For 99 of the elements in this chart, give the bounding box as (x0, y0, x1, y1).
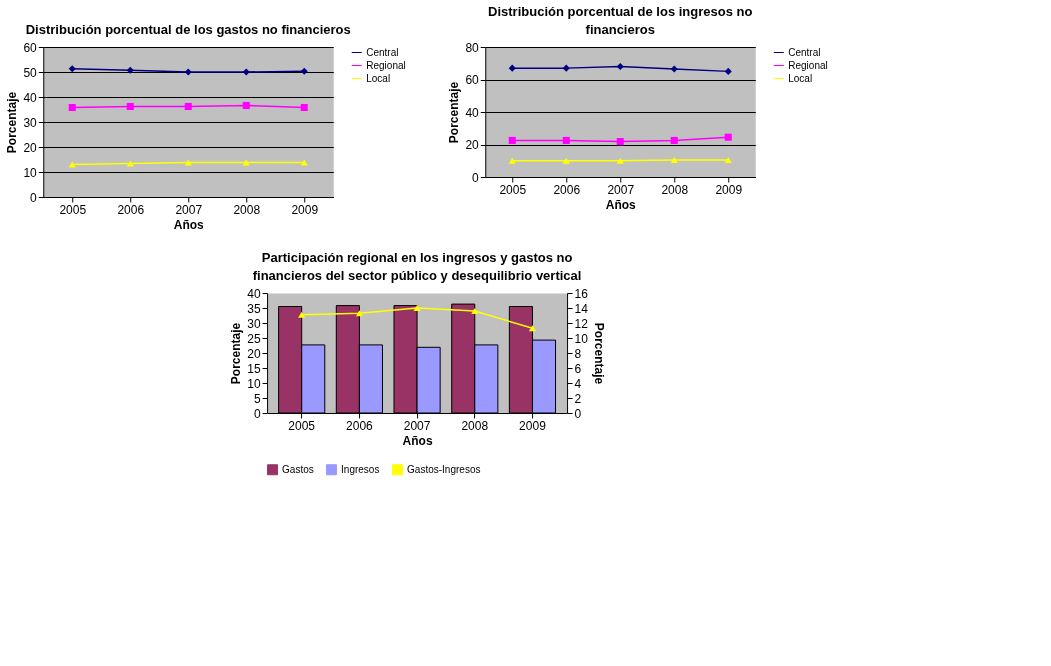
x-axis-title: Años (605, 197, 637, 212)
x-axis-title: Años (402, 433, 433, 448)
y-tick-label: 25 (247, 331, 261, 346)
y2-tick-label: 4 (574, 376, 582, 391)
x-tick-label: 2009 (715, 182, 743, 197)
x-tick-label: 2007 (607, 182, 635, 197)
legend-label: Regional (366, 59, 406, 71)
point (508, 157, 516, 164)
y-tick-label: 0 (253, 406, 261, 421)
point (355, 310, 363, 317)
legend-label: Gastos-Ingresos (407, 463, 481, 475)
point (68, 103, 76, 112)
x-tick-label: 2006 (346, 418, 374, 433)
point (724, 156, 732, 163)
point (300, 67, 308, 75)
x-tick-label: 2007 (403, 418, 431, 433)
point (670, 65, 678, 73)
x-tick-label: 2006 (117, 202, 145, 217)
x-tick-label: 2009 (519, 418, 547, 433)
y2-tick-label: 0 (574, 406, 582, 421)
point (616, 138, 624, 146)
y-tick-label: 20 (465, 138, 480, 152)
legend-label: Central (788, 46, 821, 58)
y-tick-label: 20 (23, 140, 38, 155)
y2-tick-label: 10 (574, 331, 589, 346)
y-tick-label: 35 (247, 301, 261, 316)
y-axis-title: Porcentaje (229, 322, 244, 385)
legend-label: Ingresos (341, 463, 380, 475)
y-tick-label: 30 (23, 115, 38, 130)
x-axis-title: Años (173, 217, 205, 232)
point (562, 136, 570, 144)
chart-title: Distribución porcentual de los gastos no financieros (25, 22, 351, 37)
y-tick-label: 15 (247, 361, 261, 376)
point (616, 157, 624, 164)
y-tick-label: 60 (23, 40, 38, 55)
y-tick-label: 40 (465, 105, 480, 120)
point (300, 159, 308, 166)
point (471, 307, 479, 315)
y-tick-label: 60 (465, 73, 480, 87)
chart-title: Distribución porcentual de los ingresos no financieros (488, 4, 753, 37)
x-tick-label: 2008 (661, 182, 689, 197)
y-tick-label: 5 (253, 391, 261, 406)
y-tick-label: 80 (465, 40, 480, 55)
point (670, 136, 678, 144)
x-tick-label: 2008 (461, 418, 489, 433)
y2-tick-label: 14 (574, 301, 589, 316)
y2-tick-label: 2 (574, 391, 582, 406)
point (300, 103, 308, 112)
point (184, 68, 192, 76)
y2-tick-label: 8 (574, 346, 582, 361)
x-tick-label: 2005 (499, 182, 527, 197)
legend-label: Regional (788, 59, 828, 71)
legend-label: Central (366, 46, 399, 58)
y2-tick-label: 12 (574, 316, 589, 331)
point (184, 102, 192, 111)
chart-title: Participación regional en los ingresos y gastos no financieros del sector público y desequilibrio vertical (252, 250, 582, 283)
legend-label: Local (788, 72, 813, 84)
point (126, 66, 134, 74)
x-tick-label: 2009 (291, 202, 319, 217)
y-tick-label: 40 (23, 90, 38, 105)
point (724, 133, 732, 141)
point (68, 161, 76, 168)
point (184, 159, 192, 166)
point (508, 136, 516, 144)
x-tick-label: 2005 (288, 418, 316, 433)
legend-label: Local (366, 72, 391, 84)
point (126, 160, 134, 167)
y2-tick-label: 6 (574, 361, 582, 376)
y-tick-label: 20 (247, 346, 261, 361)
point (724, 67, 732, 75)
y-tick-label: 10 (23, 165, 38, 180)
y-tick-label: 0 (30, 190, 38, 205)
point (242, 159, 250, 166)
y-tick-label: 50 (23, 65, 38, 80)
point (68, 65, 76, 73)
point (242, 101, 250, 110)
y2-tick-label: 16 (574, 286, 589, 301)
point (126, 102, 134, 111)
y2-axis-title: Porcentaje (591, 322, 606, 385)
point (413, 304, 421, 312)
x-tick-label: 2005 (59, 202, 87, 217)
y-tick-label: 30 (247, 316, 261, 331)
point (562, 64, 570, 72)
y-tick-label: 40 (247, 286, 261, 301)
point (242, 68, 250, 76)
point (298, 311, 306, 318)
x-tick-label: 2007 (175, 202, 203, 217)
y-axis-title: Porcentaje (5, 91, 20, 154)
y-axis-title: Porcentaje (447, 81, 462, 144)
x-tick-label: 2008 (233, 202, 261, 217)
legend-label: Gastos (282, 463, 314, 475)
point (528, 325, 536, 332)
point (508, 64, 516, 72)
y-tick-label: 0 (472, 170, 480, 185)
point (670, 156, 678, 163)
point (562, 157, 570, 164)
y-tick-label: 10 (247, 376, 261, 391)
point (616, 62, 624, 71)
x-tick-label: 2006 (553, 182, 581, 197)
